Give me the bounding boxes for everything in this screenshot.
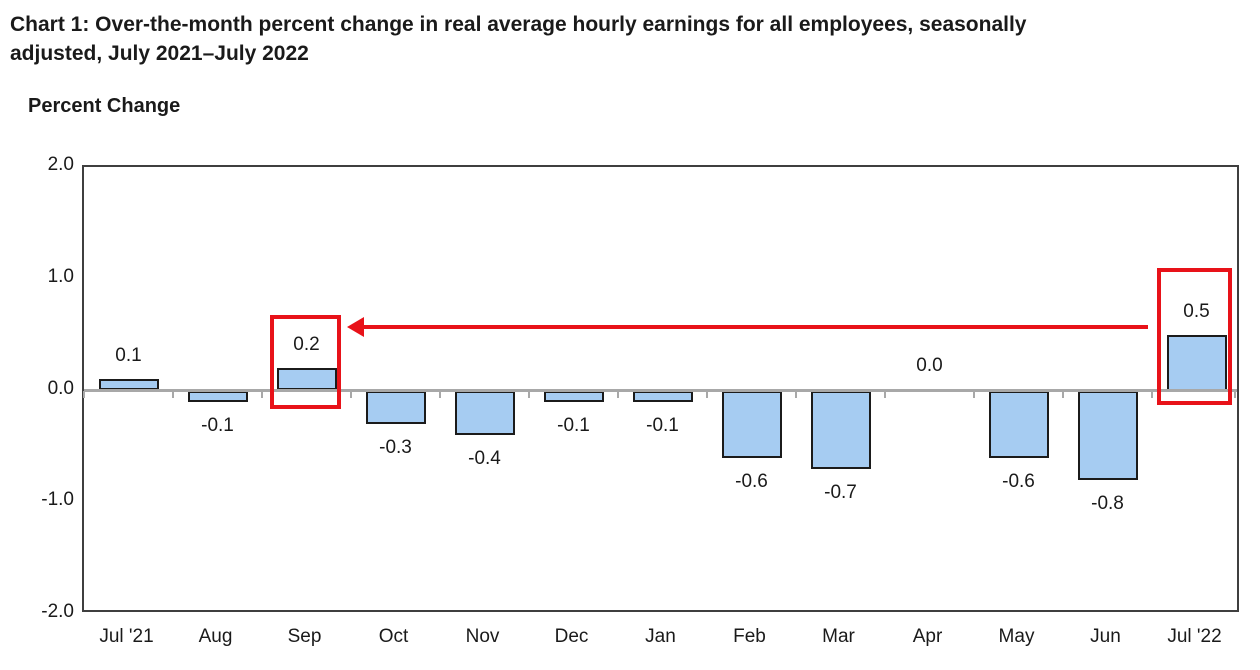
x-tick-label-Apr: Apr bbox=[912, 626, 943, 647]
y-tick-label-1.0: 1.0 bbox=[47, 265, 74, 287]
data-label-Dec: -0.1 bbox=[557, 414, 590, 436]
category-tick-mark bbox=[261, 390, 263, 398]
y-tick-label-0.0: 0.0 bbox=[47, 377, 74, 399]
x-tick-label-May: May bbox=[998, 626, 1035, 647]
bar-Dec bbox=[543, 390, 604, 402]
category-tick-mark bbox=[350, 390, 352, 398]
arrow-head-left-icon bbox=[347, 317, 364, 337]
category-tick-mark bbox=[528, 390, 530, 398]
category-tick-mark bbox=[172, 390, 174, 398]
bar-Aug bbox=[187, 390, 248, 402]
x-tick-label-Jan: Jan bbox=[645, 626, 676, 647]
bar-Oct bbox=[365, 390, 426, 425]
y-tick-label--2.0: -2.0 bbox=[41, 601, 74, 622]
category-tick-mark bbox=[1062, 390, 1064, 398]
x-tick-label-Aug: Aug bbox=[198, 626, 233, 647]
x-tick-label-Jul '21: Jul '21 bbox=[99, 626, 154, 647]
bar-May bbox=[988, 390, 1049, 458]
highlight-box-Jul '22 bbox=[1157, 268, 1232, 405]
data-label-Jul '22: 0.5 bbox=[1183, 300, 1210, 322]
data-label-Mar: -0.7 bbox=[824, 481, 857, 503]
data-label-Oct: -0.3 bbox=[379, 437, 412, 459]
bar-Feb bbox=[721, 390, 782, 458]
data-label-May: -0.6 bbox=[1002, 470, 1035, 492]
category-tick-mark bbox=[1151, 390, 1153, 398]
x-tick-label-Sep: Sep bbox=[287, 626, 322, 647]
data-label-Apr: 0.0 bbox=[916, 354, 943, 376]
data-label-Feb: -0.6 bbox=[735, 470, 768, 492]
category-tick-mark bbox=[706, 390, 708, 398]
data-label-Sep: 0.2 bbox=[293, 334, 320, 356]
category-tick-mark bbox=[439, 390, 441, 398]
x-tick-label-Nov: Nov bbox=[465, 626, 500, 647]
bar-Mar bbox=[810, 390, 871, 469]
x-tick-label-Mar: Mar bbox=[822, 626, 855, 647]
x-tick-label-Dec: Dec bbox=[554, 626, 589, 647]
category-tick-mark bbox=[795, 390, 797, 398]
x-tick-label-Feb: Feb bbox=[733, 626, 766, 647]
category-tick-mark bbox=[973, 390, 975, 398]
bar-Jan bbox=[632, 390, 693, 402]
chart-title: Chart 1: Over-the-month percent change i… bbox=[10, 10, 1200, 68]
category-tick-mark bbox=[617, 390, 619, 398]
chart-title-line1: Chart 1: Over-the-month percent change i… bbox=[10, 13, 1027, 36]
x-tick-label-Jul '22: Jul '22 bbox=[1167, 626, 1222, 647]
y-tick-label--1.0: -1.0 bbox=[41, 489, 74, 511]
y-tick-label-2.0: 2.0 bbox=[47, 154, 74, 175]
bar-Jun bbox=[1077, 390, 1138, 480]
data-label-Jun: -0.8 bbox=[1091, 492, 1124, 514]
y-axis-unit-label: Percent Change bbox=[28, 95, 181, 117]
data-label-Nov: -0.4 bbox=[468, 448, 501, 470]
category-tick-mark bbox=[884, 390, 886, 398]
chart-title-line2: adjusted, July 2021–July 2022 bbox=[10, 42, 309, 65]
arrow-line bbox=[362, 325, 1148, 329]
category-tick-mark bbox=[83, 390, 85, 398]
highlight-box-Sep bbox=[270, 315, 341, 409]
category-tick-mark bbox=[1234, 390, 1236, 398]
plot-area: 0.1 -0.1 0.2 -0.3 -0.4 -0.1 -0.1 -0.6 -0.7 0.0 -0.… bbox=[82, 165, 1239, 612]
data-label-Jan: -0.1 bbox=[646, 414, 679, 436]
bar-Nov bbox=[454, 390, 515, 436]
data-label-Aug: -0.1 bbox=[201, 414, 234, 436]
x-tick-label-Jun: Jun bbox=[1090, 626, 1121, 647]
x-tick-label-Oct: Oct bbox=[378, 626, 409, 647]
data-label-Jul '21: 0.1 bbox=[115, 345, 142, 367]
zero-axis-line bbox=[84, 389, 1237, 392]
